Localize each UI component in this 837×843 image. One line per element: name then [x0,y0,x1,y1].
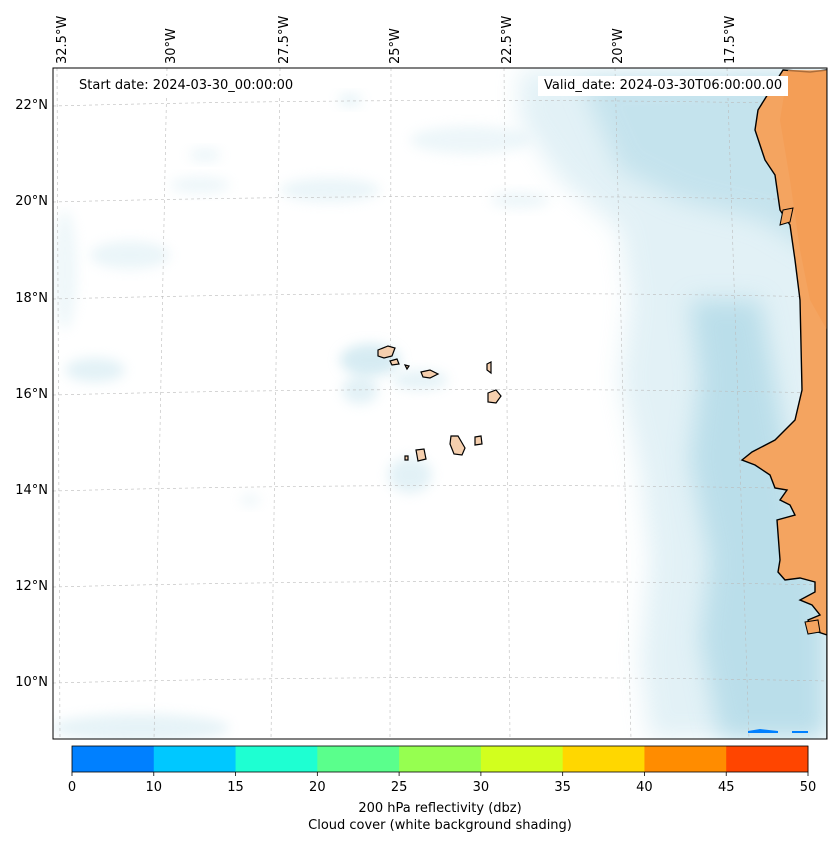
colorbar-segment [562,746,645,772]
colorbar-frame [71,745,809,773]
lat-label: 12°N [15,579,48,594]
colorbar-segment [72,746,155,772]
colorbar-tick-label: 40 [636,780,653,795]
map-frame [52,67,828,740]
lon-label: 32.5°W [55,15,70,64]
colorbar-tick-label: 10 [145,780,163,795]
lat-label: 20°N [15,194,48,209]
colorbar-segment [399,746,482,772]
colorbar [71,745,809,776]
lat-label: 22°N [15,98,48,113]
graticule [53,68,827,739]
colorbar-segment [726,746,809,772]
cape-verde-islands [377,345,502,462]
colorbar-tick-label: 45 [717,780,735,795]
colorbar-tick-label: 35 [554,780,571,795]
colorbar-segment [480,746,564,772]
lat-label: 16°N [15,387,48,402]
start-date-label: Start date: 2024-03-30_00:00:00 [73,76,300,96]
colorbar-tick-label: 25 [390,780,408,795]
colorbar-label: 200 hPa reflectivity (dbz) [358,801,522,816]
lat-label: 10°N [15,675,48,690]
colorbar-segment [235,746,318,772]
reflectivity-mark [748,729,778,733]
colorbar-segment [644,746,727,772]
valid-date-label: Valid_date: 2024-03-30T06:00:00.00 [538,76,789,96]
map-area [53,68,827,739]
lon-label: 27.5°W [277,15,292,64]
lon-label: 22.5°W [500,15,515,64]
colorbar-tick-label: 15 [227,780,244,795]
lon-label: 17.5°W [723,15,738,64]
coastline-west-africa [740,69,827,739]
colorbar-sublabel: Cloud cover (white background shading) [308,818,572,833]
lat-label: 14°N [15,483,48,498]
colorbar-tick-label: 30 [472,780,490,795]
lon-label: 20°W [611,28,626,64]
lat-label: 18°N [15,291,48,306]
colorbar-tick-label: 50 [799,780,817,795]
lon-label: 30°W [164,28,179,64]
reflectivity-mark [792,731,808,733]
colorbar-tick-label: 20 [309,780,326,795]
colorbar-segment [153,746,237,772]
colorbar-segment [317,746,400,772]
lon-label: 25°W [388,28,403,64]
colorbar-tick-label: 0 [67,780,77,795]
